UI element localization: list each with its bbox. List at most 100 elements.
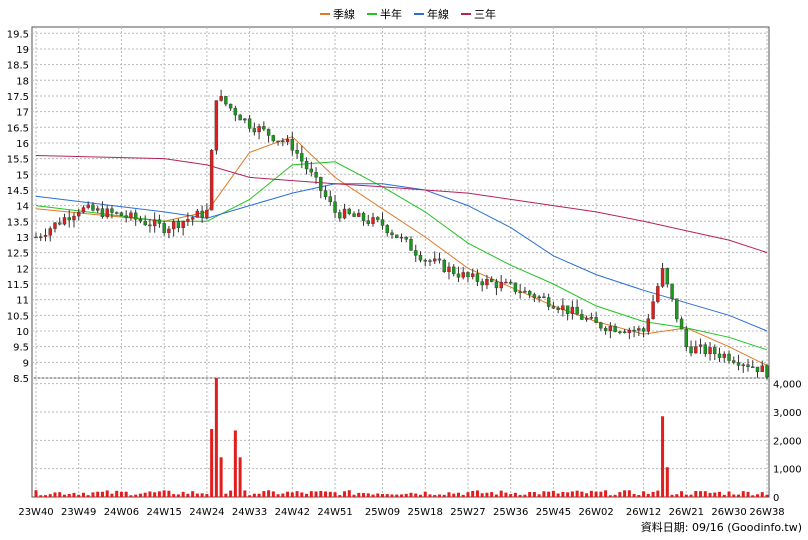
candle-body <box>100 208 105 218</box>
candle-body <box>565 305 570 314</box>
candle-body <box>72 215 76 221</box>
candle-body <box>319 177 323 191</box>
volume-bar <box>357 492 361 497</box>
x-tick-label: 26W12 <box>626 507 661 518</box>
candle-body <box>627 329 632 333</box>
volume-bar <box>437 494 441 497</box>
legend-label: 季線 <box>333 7 355 21</box>
x-tick-label: 25W18 <box>408 507 443 518</box>
candle-body <box>67 217 71 221</box>
volume-bar <box>319 491 323 497</box>
volume-bar <box>528 492 532 497</box>
volume-bar <box>475 490 479 497</box>
volume-bar <box>119 491 123 497</box>
candle-body <box>508 281 513 284</box>
candle-body <box>262 126 266 130</box>
candle-body <box>489 279 494 282</box>
volume-bar <box>661 416 665 497</box>
volume-bar <box>623 490 627 497</box>
candle-body <box>333 201 337 213</box>
volume-bar <box>381 494 385 497</box>
volume-bar <box>43 495 47 497</box>
volume-bar <box>452 493 456 497</box>
candle-body <box>62 217 67 225</box>
volume-bar <box>509 494 513 497</box>
candle-body <box>195 210 200 218</box>
candle-body <box>347 208 351 214</box>
volume-bar <box>257 493 261 497</box>
volume-bar <box>513 492 517 497</box>
price-tick-label: 16.5 <box>7 123 29 134</box>
candle-body <box>461 272 465 278</box>
volume-bar <box>718 491 722 497</box>
candle-body <box>395 234 399 238</box>
volume-bar <box>290 492 294 497</box>
x-tick-label: 23W49 <box>61 507 96 518</box>
volume-bar <box>542 491 546 497</box>
legend: 季線 半年 年線 三年 <box>320 7 496 21</box>
volume-bar <box>176 494 180 497</box>
candle-body <box>380 219 385 226</box>
price-tick-label: 11.5 <box>7 280 29 291</box>
price-tick-label: 14.5 <box>7 186 29 197</box>
candle-body <box>746 364 750 367</box>
candle-body <box>651 301 655 319</box>
candle-body <box>475 273 480 282</box>
volume-bar <box>181 491 185 497</box>
candle-body <box>342 208 347 219</box>
volume-bar <box>499 490 503 497</box>
moving-average-line <box>35 183 768 332</box>
candle-body <box>542 296 546 299</box>
candle-body <box>736 362 741 366</box>
volume-bar <box>214 378 218 497</box>
candle-body <box>428 260 432 262</box>
volume-bar <box>547 491 551 497</box>
candle-body <box>143 220 147 226</box>
x-tick-label: 26W02 <box>578 507 613 518</box>
volume-bar <box>637 495 641 497</box>
moving-average-line <box>35 155 768 254</box>
x-tick-label: 24W24 <box>189 507 224 518</box>
volume-bar <box>737 494 741 497</box>
candle-body <box>513 282 518 292</box>
volume-bar <box>205 494 209 497</box>
volume-bar <box>556 493 560 497</box>
candle-body <box>129 212 133 218</box>
volume-bar <box>689 494 693 497</box>
x-tick-label: 24W42 <box>275 507 310 518</box>
candle-body <box>518 291 522 293</box>
volume-bar <box>523 494 527 497</box>
candle-body <box>176 221 181 228</box>
candle-body <box>703 344 707 355</box>
candle-body <box>433 258 437 262</box>
volume-bar <box>599 491 603 497</box>
volume-bar <box>651 491 655 497</box>
candle-body <box>133 212 138 220</box>
volume-bar <box>305 493 309 497</box>
volume-bar <box>229 490 233 497</box>
candle-body <box>603 327 608 332</box>
candle-body <box>713 347 717 355</box>
volume-bar <box>746 491 750 497</box>
candle-body <box>722 353 726 358</box>
candle-body <box>323 190 328 197</box>
legend-label: 三年 <box>474 7 496 21</box>
candle-body <box>570 306 575 314</box>
candle-body <box>679 318 684 330</box>
candle-body <box>423 260 427 262</box>
volume-bar <box>295 491 299 497</box>
volume-bar <box>252 493 256 497</box>
volume-bar <box>741 491 745 497</box>
x-tick-label: 26W30 <box>711 507 746 518</box>
candle-body <box>214 100 219 151</box>
volume-bar <box>494 494 498 497</box>
volume-bar <box>77 494 81 497</box>
volume-bar <box>756 494 760 497</box>
candle-body <box>281 140 285 143</box>
volume-bar <box>366 493 370 497</box>
volume-bar <box>72 492 76 497</box>
candle-body <box>228 103 233 109</box>
candle-body <box>219 96 223 101</box>
volume-bar <box>343 491 347 497</box>
candle-body <box>414 250 418 256</box>
